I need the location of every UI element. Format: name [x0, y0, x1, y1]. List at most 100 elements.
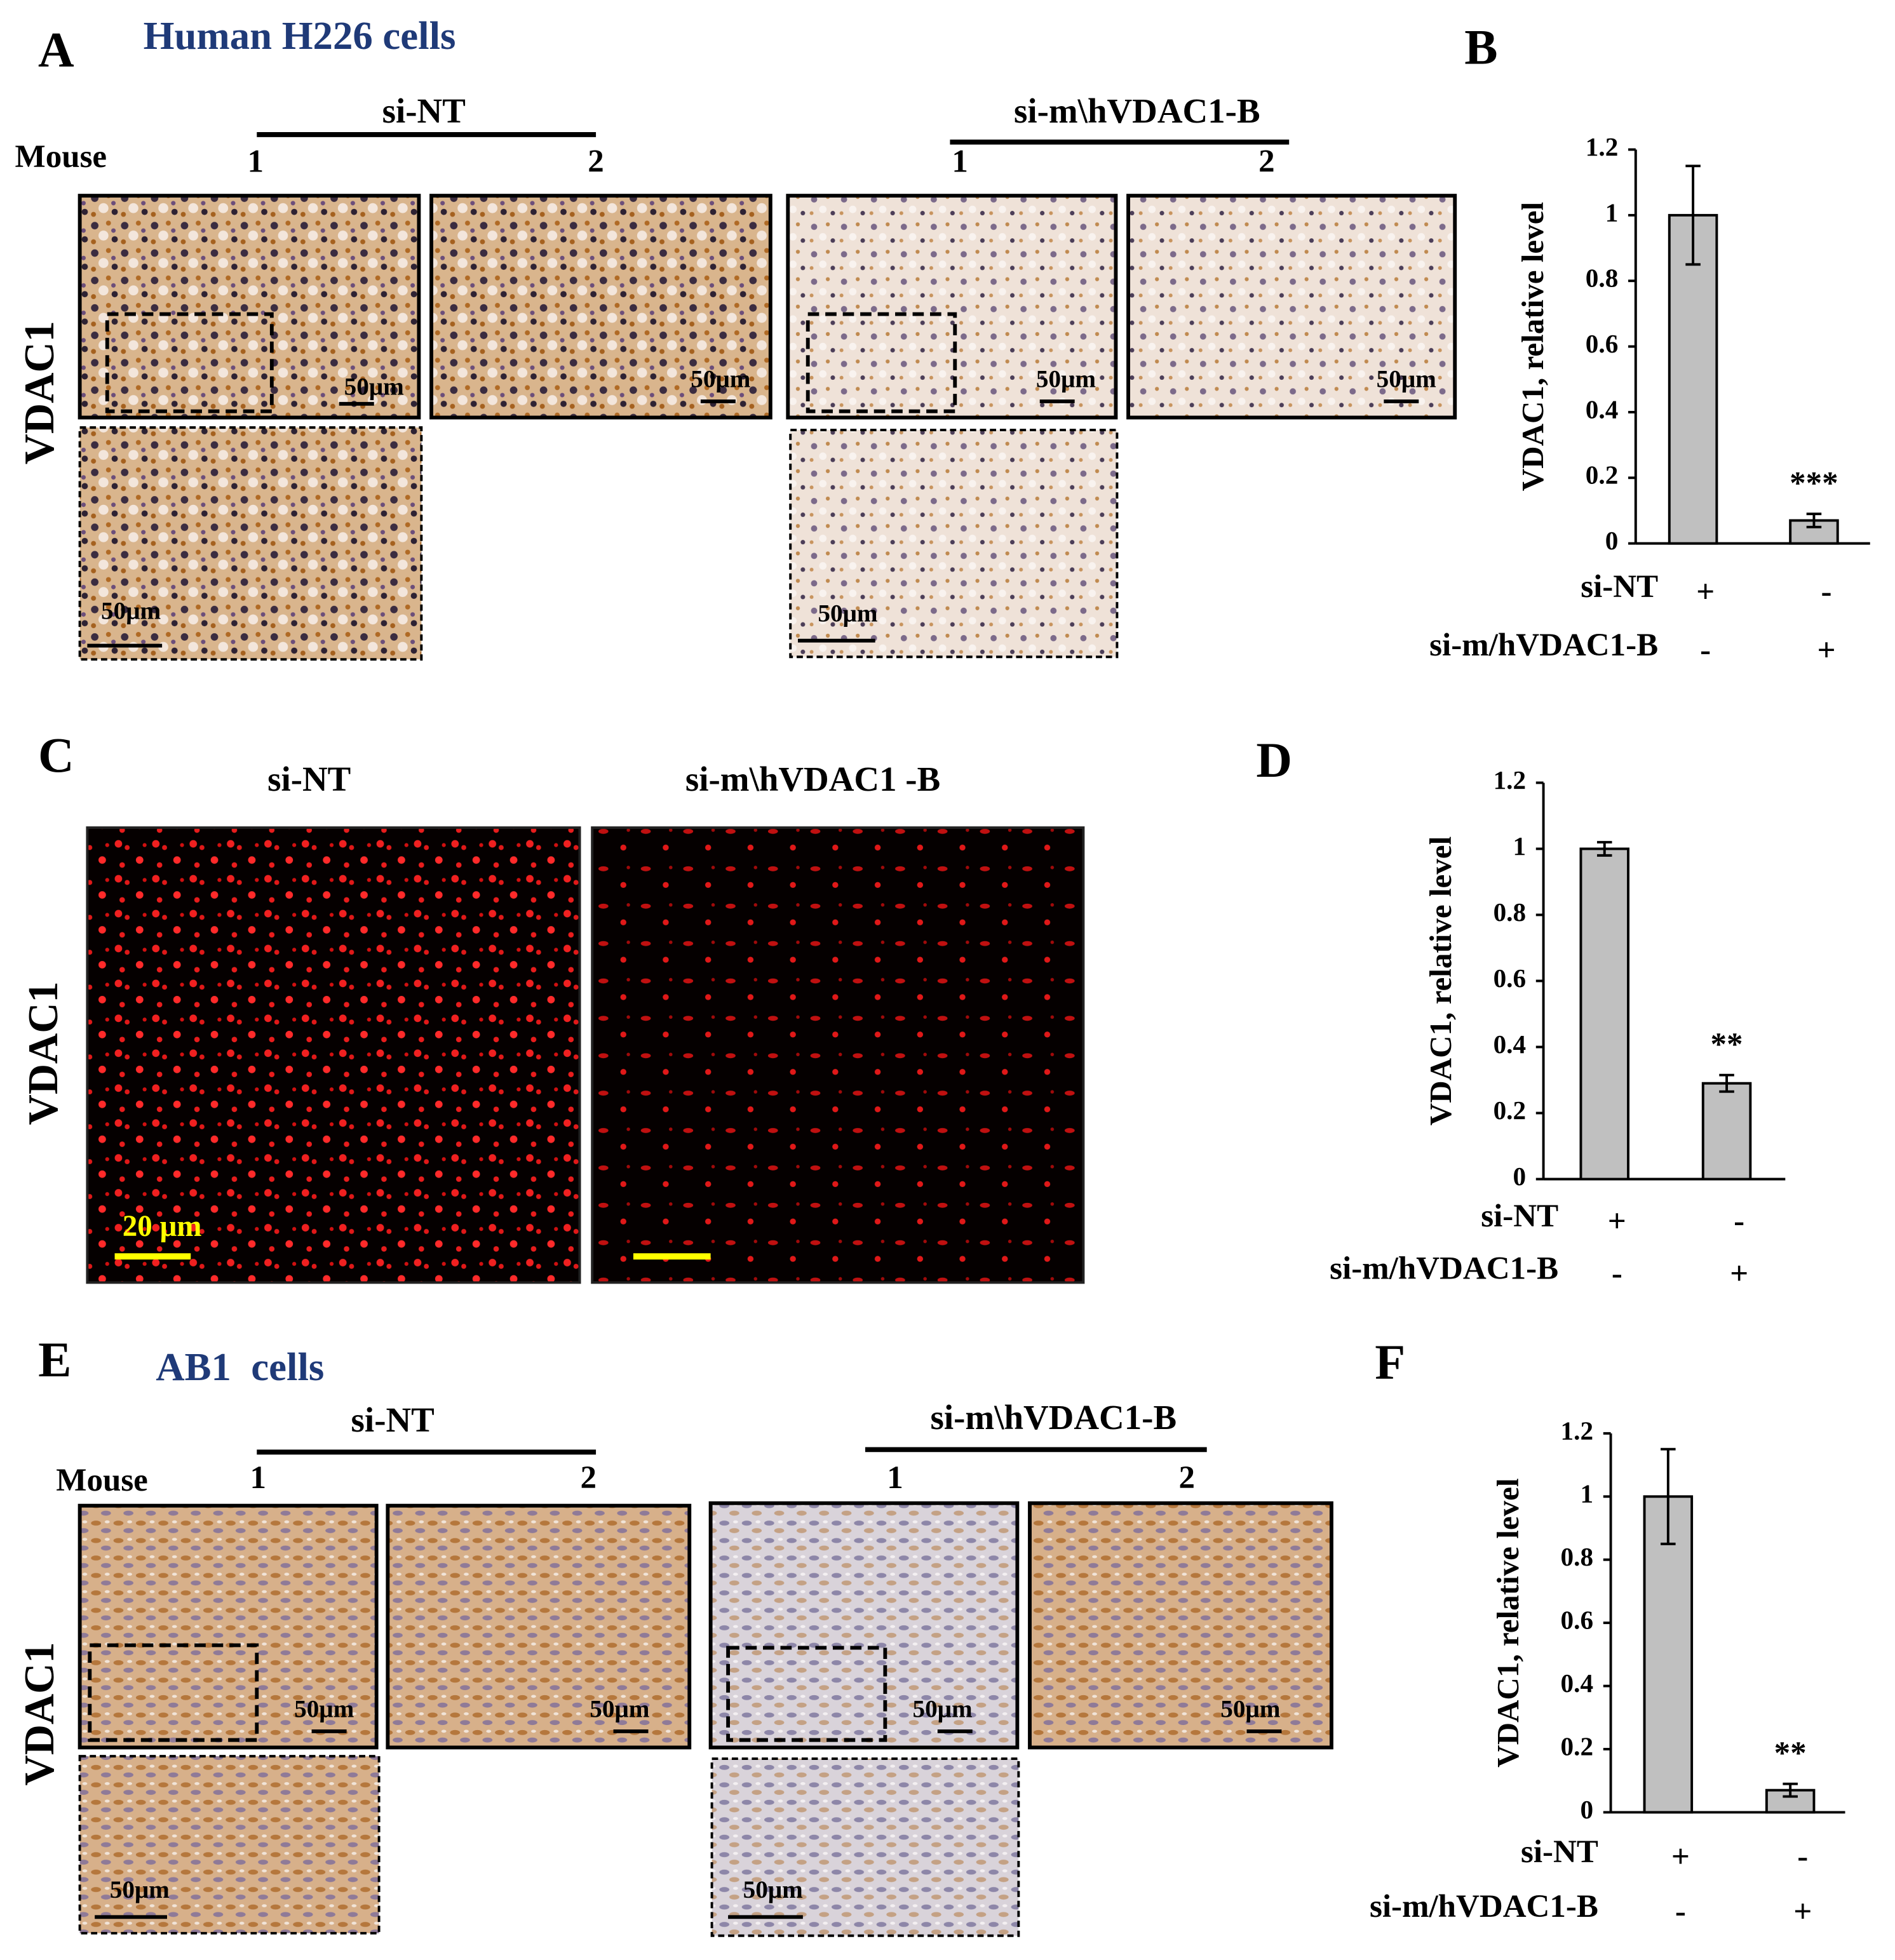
group-label: si-m\hVDAC1-B: [1014, 91, 1260, 130]
y-tick-label: 0.2: [1586, 460, 1619, 490]
y-tick-label: 1.2: [1561, 1416, 1594, 1445]
scale-label: 50μm: [101, 598, 161, 625]
bar: [1701, 1082, 1752, 1181]
panel-letter: A: [38, 22, 74, 77]
micrograph-inset: [789, 429, 1119, 659]
zoom-box: [88, 1643, 259, 1742]
condition-sign: -: [1821, 574, 1832, 610]
panel-letter: C: [38, 727, 74, 782]
scale-label: 50μm: [1220, 1695, 1280, 1722]
scale-label: 50μm: [1377, 366, 1436, 393]
micrograph: [429, 194, 772, 420]
error-bar: [1806, 513, 1822, 528]
zoom-box: [726, 1646, 887, 1742]
panel-title: AB1 cells: [156, 1345, 324, 1389]
mouse-label: Mouse: [15, 139, 107, 175]
y-tick-label: 0.4: [1586, 394, 1619, 424]
micrograph: [786, 194, 1118, 420]
y-tick-label: 0.6: [1494, 963, 1527, 993]
y-axis-label: VDAC1, relative level: [1423, 836, 1458, 1125]
condition-sign: +: [1696, 574, 1715, 610]
condition-sign: +: [1817, 633, 1836, 668]
y-tick-label: 0.4: [1494, 1030, 1527, 1059]
condition-sign: -: [1675, 1894, 1686, 1930]
condition-sign: -: [1700, 633, 1711, 668]
y-tick-label: 0.8: [1586, 264, 1619, 293]
y-tick-label: 1: [1580, 1479, 1593, 1508]
scale-label: 50μm: [913, 1695, 973, 1722]
error-bar: [1719, 1073, 1734, 1093]
group-label: si-NT: [382, 91, 466, 130]
condition-sign: +: [1608, 1204, 1626, 1239]
condition-label: si-NT: [1481, 1198, 1558, 1234]
condition-label: si-m/hVDAC1-B: [1429, 628, 1658, 663]
scale-label: 50μm: [818, 600, 877, 627]
y-axis-label: VDAC1, relative level: [1515, 202, 1550, 491]
mouse-label: Mouse: [56, 1463, 148, 1498]
error-bar: [1596, 841, 1612, 857]
row-label: VDAC1: [17, 321, 63, 464]
panel-letter: B: [1464, 19, 1497, 74]
group-label: si-NT: [351, 1400, 435, 1439]
zoom-box: [105, 312, 274, 413]
mouse-number: 1: [887, 1460, 903, 1496]
mouse-number: 1: [248, 144, 264, 180]
mouse-number: 1: [250, 1460, 266, 1496]
y-tick-label: 0.8: [1494, 897, 1527, 927]
condition-sign: +: [1793, 1894, 1812, 1930]
y-tick-label: 0.6: [1561, 1606, 1594, 1635]
fluorescence-image: [86, 826, 581, 1284]
y-tick-label: 0.2: [1561, 1731, 1594, 1761]
error-bar: [1661, 1447, 1676, 1545]
scale-label: 50μm: [1036, 366, 1096, 393]
condition-sign: -: [1734, 1204, 1744, 1239]
condition-label: si-m/hVDAC1-B: [1370, 1889, 1598, 1924]
row-label: VDAC1: [17, 1642, 63, 1785]
micrograph: [78, 1503, 379, 1750]
condition-sign: -: [1612, 1256, 1622, 1291]
condition-label: si-NT: [1521, 1834, 1598, 1870]
scale-label: 50μm: [294, 1695, 354, 1722]
significance: **: [1774, 1736, 1807, 1771]
panel-letter: D: [1256, 732, 1292, 788]
micrograph: [386, 1503, 692, 1750]
panel-letter: F: [1375, 1334, 1405, 1390]
bar: [1643, 1495, 1694, 1814]
significance: ***: [1790, 466, 1838, 502]
scale-label: 50μm: [344, 373, 404, 400]
panel-title: Human H226 cells: [144, 13, 456, 58]
micrograph-inset: [710, 1757, 1020, 1937]
micrograph: [1126, 194, 1457, 420]
significance: **: [1711, 1027, 1743, 1063]
y-tick-label: 0.6: [1586, 329, 1619, 358]
zoom-box: [806, 312, 957, 413]
condition-sign: +: [1730, 1256, 1748, 1291]
error-bar: [1783, 1782, 1798, 1798]
mouse-number: 2: [581, 1460, 597, 1496]
y-tick-label: 1.2: [1494, 765, 1527, 795]
condition-label: si-m/hVDAC1-B: [1330, 1251, 1558, 1286]
micrograph-inset: [78, 1755, 381, 1935]
y-tick-label: 1: [1513, 831, 1526, 861]
y-tick-label: 0.4: [1561, 1668, 1594, 1698]
condition-sign: -: [1797, 1839, 1808, 1875]
error-bar: [1685, 164, 1701, 266]
panel-letter: E: [38, 1332, 71, 1387]
y-tick-label: 1.2: [1586, 132, 1619, 161]
micrograph: [1028, 1501, 1333, 1750]
column-label: si-NT: [267, 760, 351, 798]
micrograph-inset: [78, 426, 423, 661]
mouse-number: 2: [1258, 144, 1275, 180]
mouse-number: 2: [1179, 1460, 1196, 1496]
y-tick-label: 0: [1513, 1162, 1526, 1191]
condition-sign: +: [1671, 1839, 1690, 1875]
condition-label: si-NT: [1581, 569, 1658, 605]
micrograph: [78, 194, 421, 420]
y-tick-label: 0.8: [1561, 1542, 1594, 1571]
scale-label: 50μm: [110, 1876, 170, 1903]
row-label: VDAC1: [20, 981, 67, 1125]
bar: [1579, 847, 1629, 1181]
fluorescence-image: [591, 826, 1085, 1284]
scale-label: 50μm: [743, 1876, 803, 1903]
